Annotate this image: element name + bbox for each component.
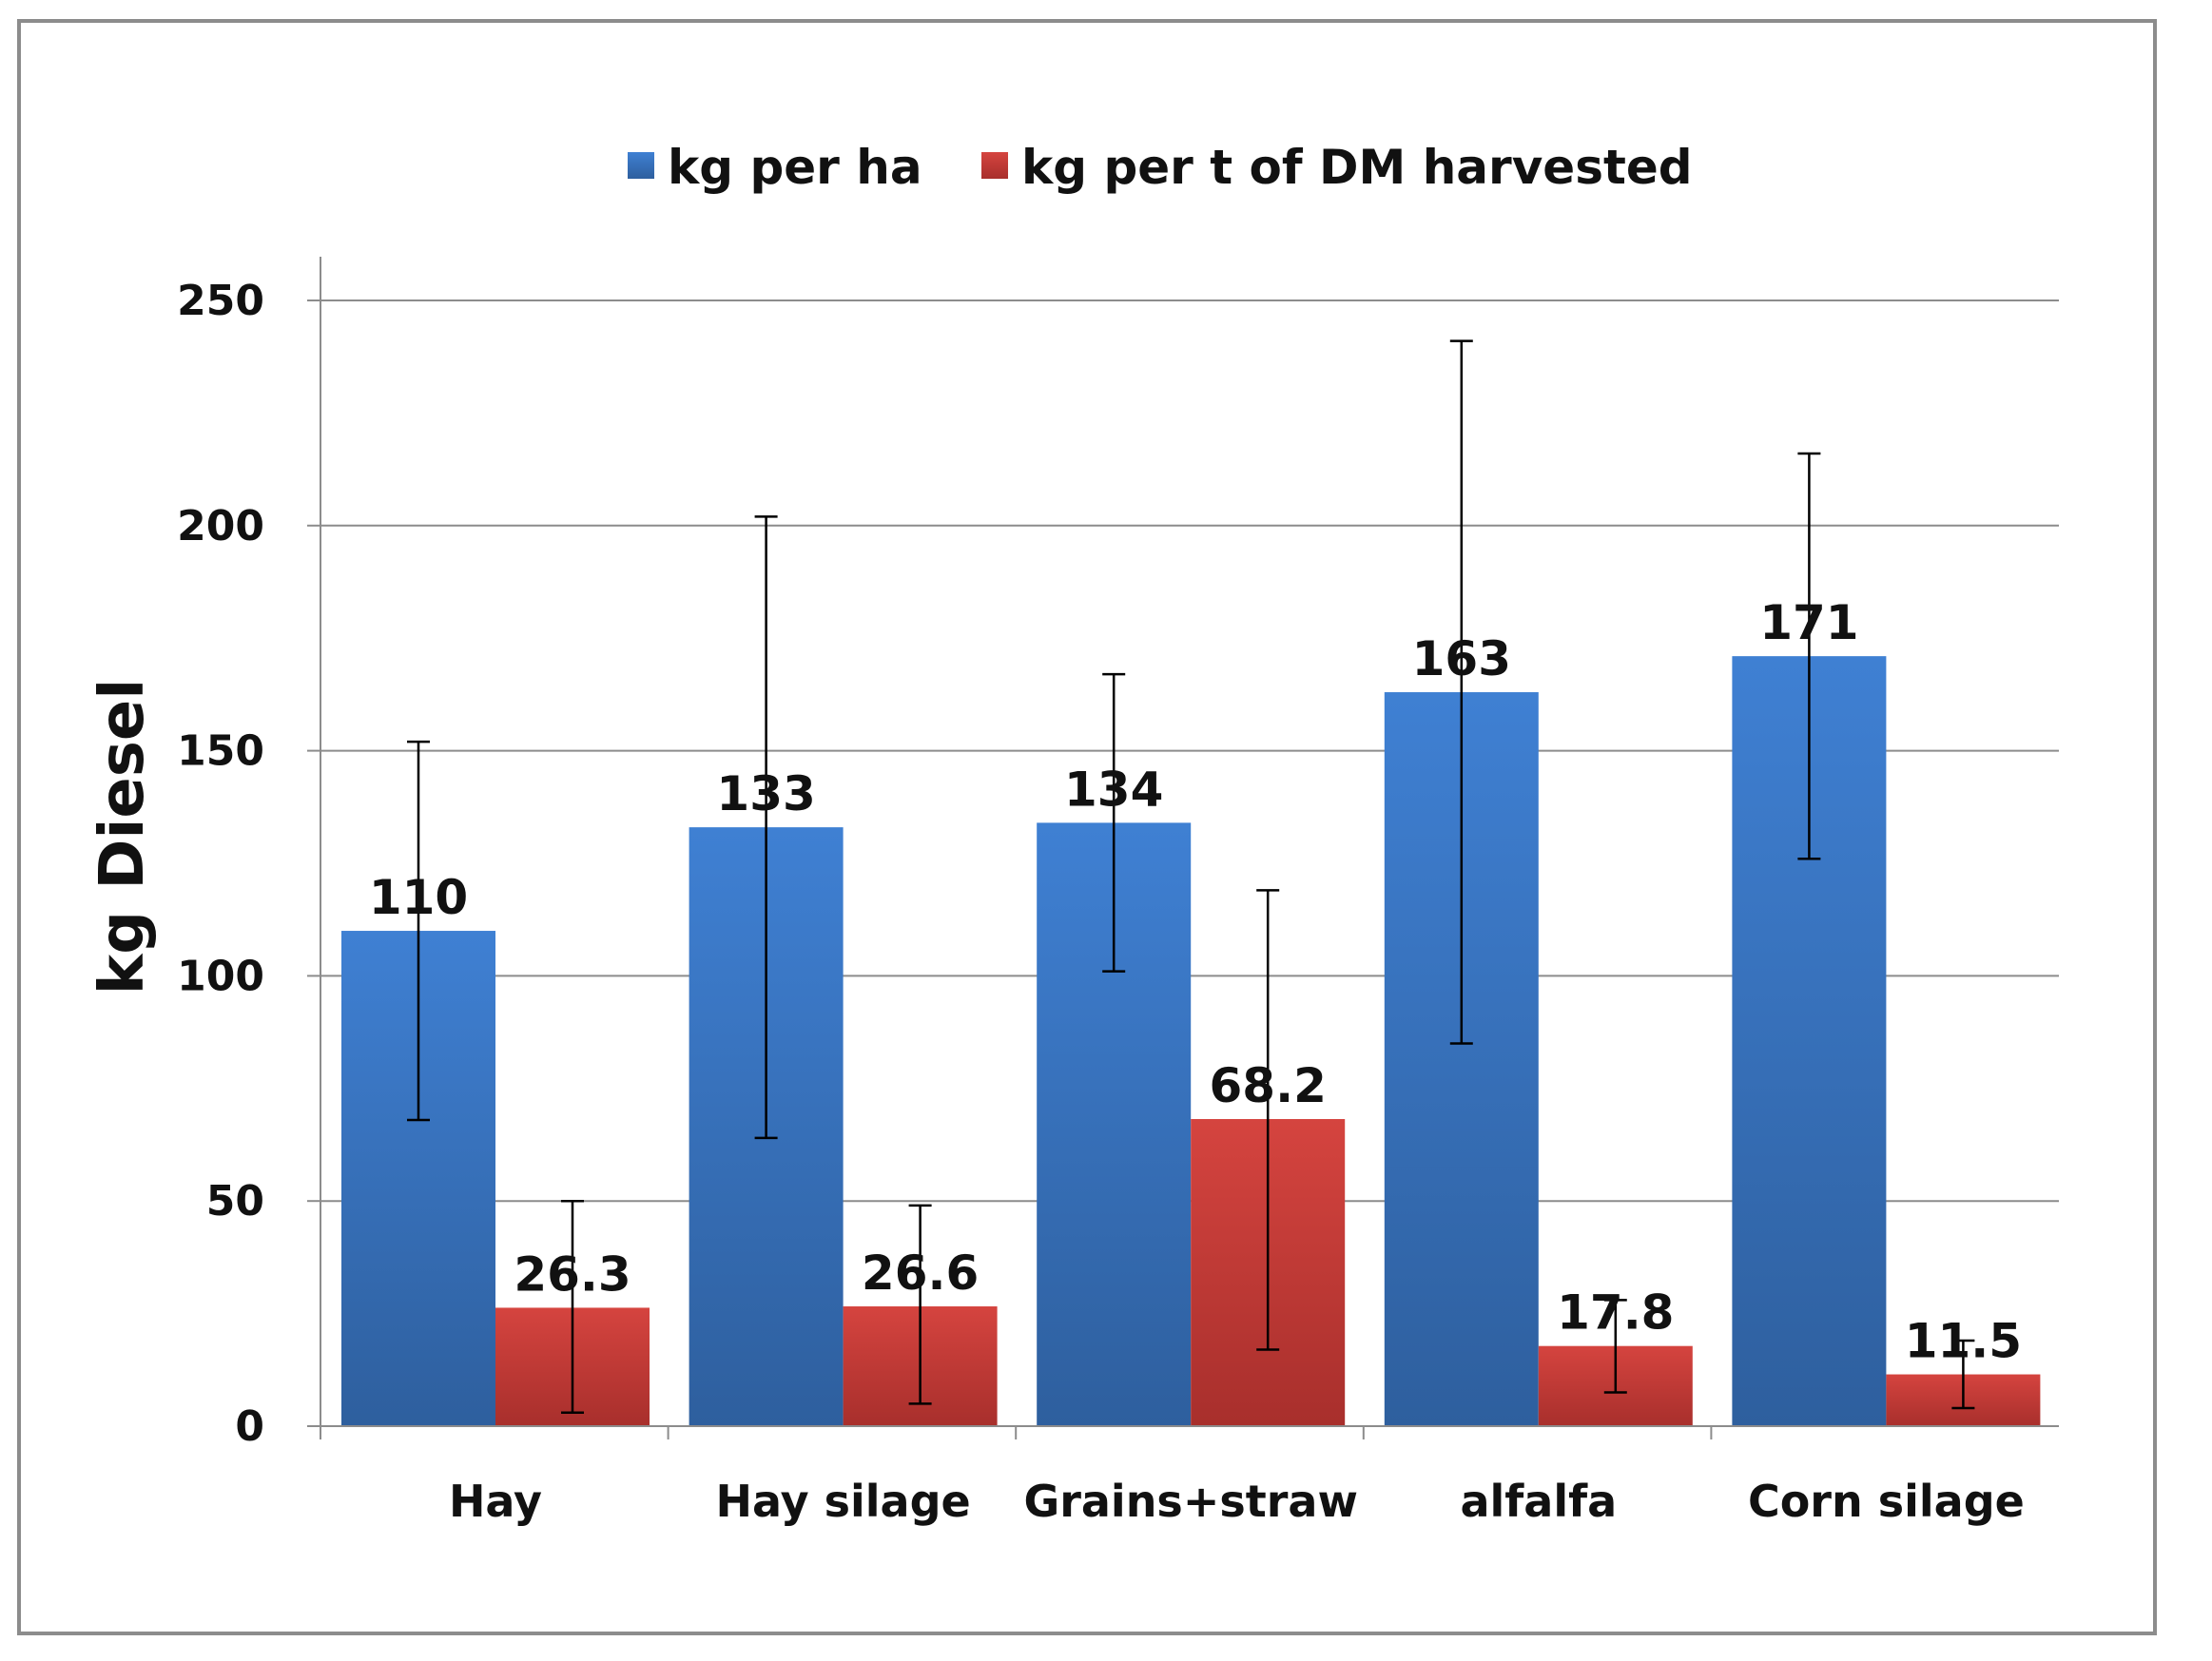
- x-category-label: Grains+straw: [1023, 1476, 1358, 1527]
- y-tick-label: 100: [177, 952, 264, 1000]
- data-label: 68.2: [1210, 1058, 1327, 1113]
- x-category-label: Hay: [449, 1476, 542, 1527]
- chart-frame: [17, 19, 2157, 1635]
- x-category-label: Corn silage: [1748, 1476, 2025, 1527]
- legend-label: kg per ha: [668, 140, 922, 195]
- x-category-label: alfalfa: [1460, 1476, 1617, 1527]
- data-label: 17.8: [1557, 1285, 1674, 1341]
- legend-label: kg per t of DM harvested: [1021, 140, 1693, 195]
- data-label: 171: [1759, 595, 1858, 650]
- x-category-label: Hay silage: [715, 1476, 970, 1527]
- data-label: 134: [1064, 762, 1163, 817]
- data-label: 110: [369, 870, 468, 925]
- y-tick-label: 250: [177, 277, 264, 325]
- data-label: 26.3: [514, 1246, 631, 1302]
- bars: 110 26.3 133 26.6 134 68.2 163 17.8 171 11.5: [341, 339, 2041, 1426]
- y-tick-label: 200: [177, 502, 264, 550]
- axes: 0 50 100 150 200 250 Hay Hay silage Grains+straw…: [177, 257, 2059, 1527]
- y-axis-label: kg Diesel: [87, 679, 158, 995]
- legend: kg per ha kg per t of DM harvested: [628, 140, 1693, 195]
- legend-swatch: [981, 152, 1008, 179]
- data-label: 26.6: [862, 1246, 979, 1301]
- data-label: 11.5: [1905, 1314, 2022, 1369]
- y-tick-label: 0: [235, 1402, 264, 1451]
- data-label: 133: [716, 766, 815, 821]
- y-tick-label: 150: [177, 727, 264, 776]
- data-label: 163: [1412, 631, 1511, 686]
- legend-swatch: [628, 152, 654, 179]
- y-tick-label: 50: [206, 1177, 264, 1226]
